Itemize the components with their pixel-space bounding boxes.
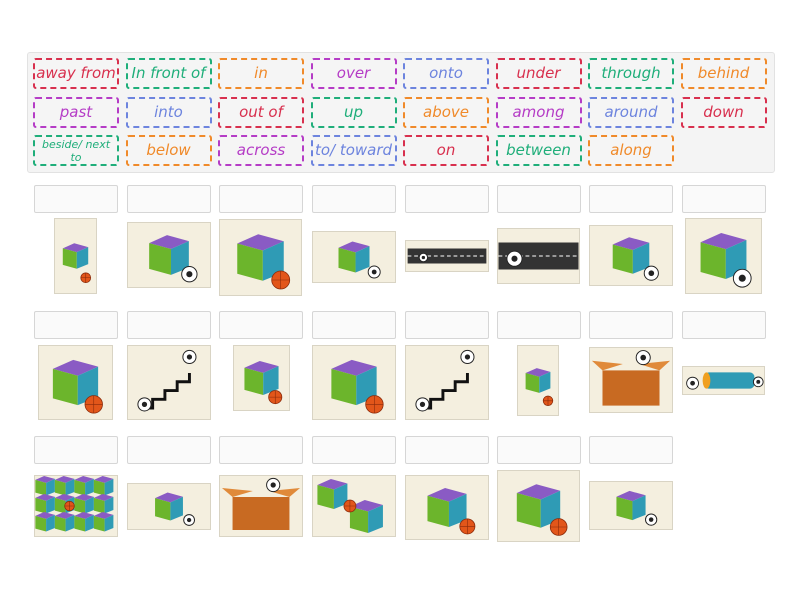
word-tile[interactable]: onto (403, 58, 489, 89)
basketball-between-cubes-image (312, 475, 396, 537)
answer-drop-box[interactable] (312, 185, 396, 213)
answer-drop-box[interactable] (34, 311, 118, 339)
soccer-ball-away-from-cube-image (589, 481, 673, 530)
answer-drop-box[interactable] (312, 436, 396, 464)
answer-drop-box[interactable] (589, 311, 673, 339)
illustration (155, 492, 195, 526)
word-tile[interactable]: above (403, 96, 489, 128)
word-tile[interactable]: through (588, 58, 674, 89)
word-tile[interactable]: beside/ next to (33, 135, 119, 166)
answer-drop-box[interactable] (405, 185, 489, 213)
answer-drop-box[interactable] (219, 311, 303, 339)
illustration (498, 242, 579, 270)
word-tile[interactable]: over (310, 58, 397, 89)
word-tile[interactable]: up (310, 96, 397, 128)
word-tile[interactable]: into (125, 96, 212, 128)
soccer-ball-toward-cube-image (312, 231, 396, 283)
soccer-ball-across-road-image (497, 228, 580, 284)
basketball-in-front-of-cube-image (312, 345, 396, 420)
illustration (686, 372, 764, 390)
illustration (62, 243, 92, 284)
word-tile[interactable]: below (125, 135, 212, 166)
word-tile[interactable]: down (680, 96, 767, 128)
answer-drop-box[interactable] (405, 436, 489, 464)
illustration (612, 237, 659, 281)
answer-drop-box[interactable] (589, 185, 673, 213)
word-tile[interactable]: around (588, 96, 674, 128)
soccer-ball-through-tube-image (682, 366, 765, 395)
answer-drop-box[interactable] (497, 311, 581, 339)
illustration (149, 235, 198, 283)
illustration (331, 359, 384, 414)
illustration (35, 476, 114, 532)
answer-drop-box[interactable] (682, 311, 766, 339)
word-tile[interactable]: behind (680, 58, 767, 89)
basketball-on-cube-image (38, 345, 113, 420)
answer-drop-box[interactable] (405, 311, 489, 339)
illustration (237, 234, 291, 290)
illustration (137, 349, 197, 412)
answer-drop-box[interactable] (34, 185, 118, 213)
basketball-inside-cube-image (219, 219, 302, 296)
answer-drop-box[interactable] (127, 436, 211, 464)
soccer-ball-onto-cube-image (685, 218, 762, 294)
answer-drop-box[interactable] (219, 185, 303, 213)
soccer-ball-past-cube-image (589, 225, 673, 286)
answer-drop-box[interactable] (127, 185, 211, 213)
illustration (415, 349, 475, 412)
answer-drop-box[interactable] (497, 185, 581, 213)
soccer-ball-down-stairs-image (405, 345, 489, 420)
basketball-under-cube-image (233, 345, 290, 411)
illustration (591, 350, 671, 406)
illustration (407, 248, 487, 264)
word-tile[interactable]: to/ toward (310, 135, 397, 166)
word-tile[interactable]: between (495, 135, 582, 166)
basketball-behind-cube-image (405, 475, 489, 540)
illustration (616, 490, 658, 526)
word-tile[interactable]: across (218, 135, 304, 166)
illustration (338, 241, 381, 279)
word-bank: away from In front of in over onto under throu… (27, 52, 775, 173)
answer-drop-box[interactable] (219, 436, 303, 464)
illustration (525, 368, 554, 406)
cube-basketball-below-image (54, 218, 97, 294)
basketball-above-cube-image (517, 345, 559, 416)
word-tile[interactable]: away from (33, 58, 119, 89)
illustration (52, 359, 103, 414)
answer-drop-box[interactable] (682, 185, 766, 213)
soccer-ball-out-of-box-image (589, 347, 673, 413)
answer-drop-box[interactable] (127, 311, 211, 339)
word-tile[interactable]: In front of (125, 58, 212, 89)
soccer-balls-around-cube-image (127, 222, 211, 288)
soccer-ball-up-stairs-image (127, 345, 211, 420)
illustration (317, 479, 383, 533)
word-tile[interactable]: along (588, 135, 674, 166)
answer-drop-box[interactable] (312, 311, 396, 339)
answer-drop-box[interactable] (497, 436, 581, 464)
illustration (700, 233, 752, 288)
word-tile[interactable]: among (495, 96, 582, 128)
illustration (221, 477, 301, 530)
basketball-among-cubes-image (34, 475, 118, 537)
answer-drop-box[interactable] (589, 436, 673, 464)
word-tile[interactable]: under (495, 58, 582, 89)
basketball-beside-cube-image (497, 470, 580, 542)
illustration (244, 360, 283, 405)
word-tile[interactable]: past (33, 96, 119, 128)
word-tile[interactable]: in (218, 58, 304, 89)
illustration (516, 484, 568, 536)
word-tile[interactable]: on (403, 135, 489, 166)
illustration (427, 487, 476, 535)
word-tile[interactable]: out of (218, 96, 304, 128)
soccer-ball-into-box-image (219, 475, 303, 537)
soccer-balls-over-cube-image (127, 483, 211, 530)
soccer-ball-along-road-image (405, 240, 489, 272)
answer-drop-box[interactable] (34, 436, 118, 464)
